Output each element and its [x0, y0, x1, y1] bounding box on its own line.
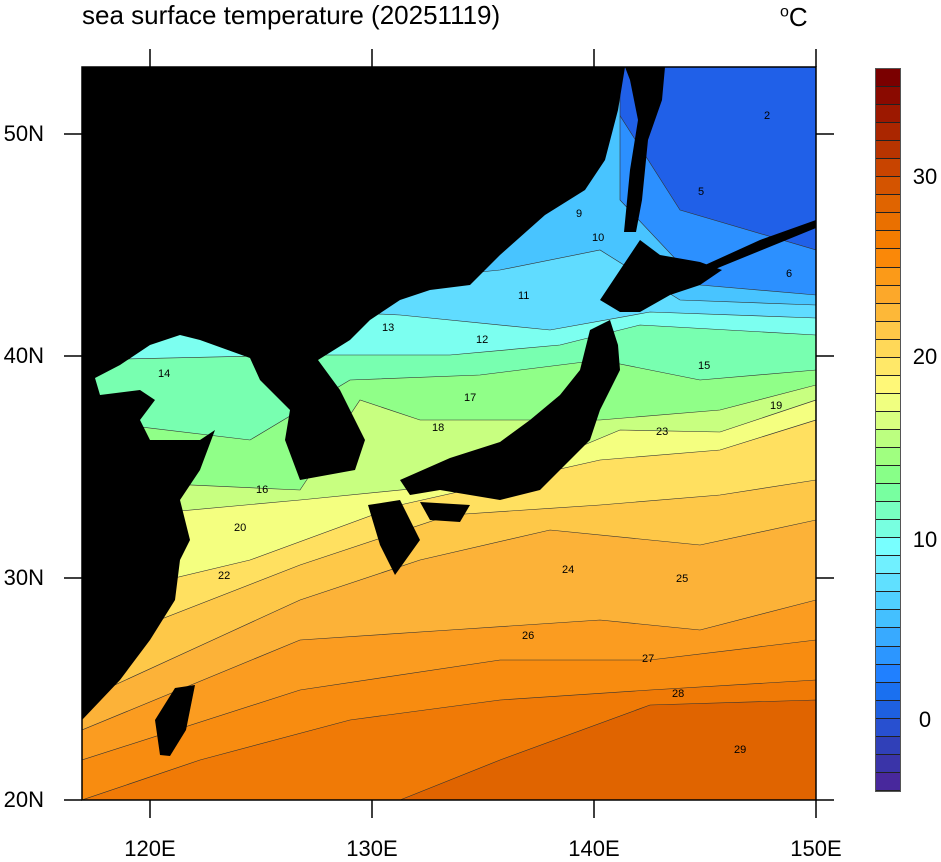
map-title: sea surface temperature (20251119): [82, 0, 501, 30]
x-tick-label: 140E: [568, 836, 620, 861]
colorbar-swatch: [876, 682, 900, 701]
colorbar-swatch: [876, 393, 900, 412]
colorbar-swatch: [876, 87, 900, 106]
colorbar-swatch: [876, 556, 900, 575]
colorbar-swatch: [876, 664, 900, 683]
colorbar-swatch: [876, 159, 900, 178]
colorbar-swatch: [876, 303, 900, 322]
colorbar-swatch: [876, 736, 900, 755]
contour-label: 11: [518, 290, 530, 302]
y-tick-label: 30N: [3, 565, 44, 590]
contour-label: 2: [764, 110, 771, 122]
colorbar-swatch: [876, 123, 900, 142]
x-tick-label: 130E: [346, 836, 398, 861]
contour-label: 23: [656, 426, 669, 438]
colorbar-label: 20: [912, 344, 938, 369]
colorbar-swatch: [876, 447, 900, 467]
colorbar-swatch: [876, 69, 900, 88]
colorbar-swatch: [876, 538, 900, 557]
x-tick-label: 120E: [124, 836, 176, 861]
colorbar-swatch: [876, 231, 900, 250]
colorbar-swatch: [876, 502, 900, 521]
contour-label: 22: [218, 570, 231, 582]
colorbar-label: 0: [918, 707, 932, 732]
colorbar-swatch: [876, 700, 900, 719]
contour-label: 12: [476, 334, 489, 346]
contour-label: 25: [676, 573, 689, 585]
taiwan: [155, 685, 195, 756]
contour-label: 17: [464, 392, 477, 404]
contour-label: 16: [256, 484, 269, 496]
contour-label: 29: [734, 744, 747, 756]
contour-label: 24: [562, 564, 575, 576]
y-tick-label: 40N: [3, 343, 44, 368]
colorbar-swatch: [876, 285, 900, 304]
colorbar-swatch: [876, 249, 900, 268]
honshu: [400, 320, 620, 500]
colorbar-label: 30: [912, 164, 938, 189]
contour-label: 14: [158, 368, 171, 380]
colorbar-swatch: [876, 484, 900, 503]
colorbar-swatch: [876, 339, 900, 358]
colorbar-swatch: [876, 592, 900, 611]
colorbar-swatch: [876, 357, 900, 376]
colorbar-swatch: [876, 195, 900, 214]
map-frame: [81, 66, 817, 801]
colorbar-swatch: [876, 754, 900, 773]
shikoku: [420, 502, 470, 522]
colorbar-swatch: [876, 321, 900, 340]
x-tick-label: 150E: [790, 836, 842, 861]
contour-label: 5: [698, 186, 705, 198]
temperature-band: [82, 699, 816, 800]
colorbar-swatch: [876, 772, 900, 791]
colorbar: [875, 68, 901, 792]
y-tick-label: 50N: [3, 121, 44, 146]
unit-label: oC: [780, 2, 808, 32]
colorbar-swatch: [876, 141, 900, 160]
contour-label: 13: [382, 322, 395, 334]
contour-label: 18: [432, 422, 445, 434]
colorbar-swatch: [876, 177, 900, 196]
colorbar-swatch: [876, 375, 900, 394]
contour-label: 15: [698, 360, 711, 372]
contour-label: 26: [522, 630, 535, 642]
colorbar-swatch: [876, 718, 900, 737]
colorbar-swatch: [876, 466, 900, 485]
kuril-islands: [705, 220, 816, 272]
axis-ticks: [64, 49, 834, 818]
kyushu: [368, 500, 420, 575]
colorbar-swatch: [876, 267, 900, 286]
hokkaido: [600, 240, 722, 312]
colorbar-swatch: [876, 213, 900, 232]
colorbar-swatch: [876, 429, 900, 448]
sakhalin: [624, 67, 665, 232]
colorbar-swatch: [876, 646, 900, 665]
contour-label: 27: [642, 653, 655, 665]
colorbar-swatch: [876, 574, 900, 593]
colorbar-swatch: [876, 610, 900, 629]
contour-label: 6: [786, 268, 793, 280]
contour-label: 28: [672, 688, 685, 700]
asia-continent: [82, 67, 625, 720]
contour-label: 10: [592, 232, 605, 244]
y-tick-label: 20N: [3, 787, 44, 812]
colorbar-label: 10: [912, 527, 938, 552]
colorbar-swatch: [876, 520, 900, 539]
colorbar-swatch: [876, 411, 900, 430]
contour-label: 9: [576, 208, 583, 220]
land-mass: [82, 67, 816, 756]
colorbar-swatch: [876, 105, 900, 124]
contour-label: 20: [234, 522, 247, 534]
colorbar-swatch: [876, 628, 900, 647]
contour-label: 19: [770, 400, 783, 412]
